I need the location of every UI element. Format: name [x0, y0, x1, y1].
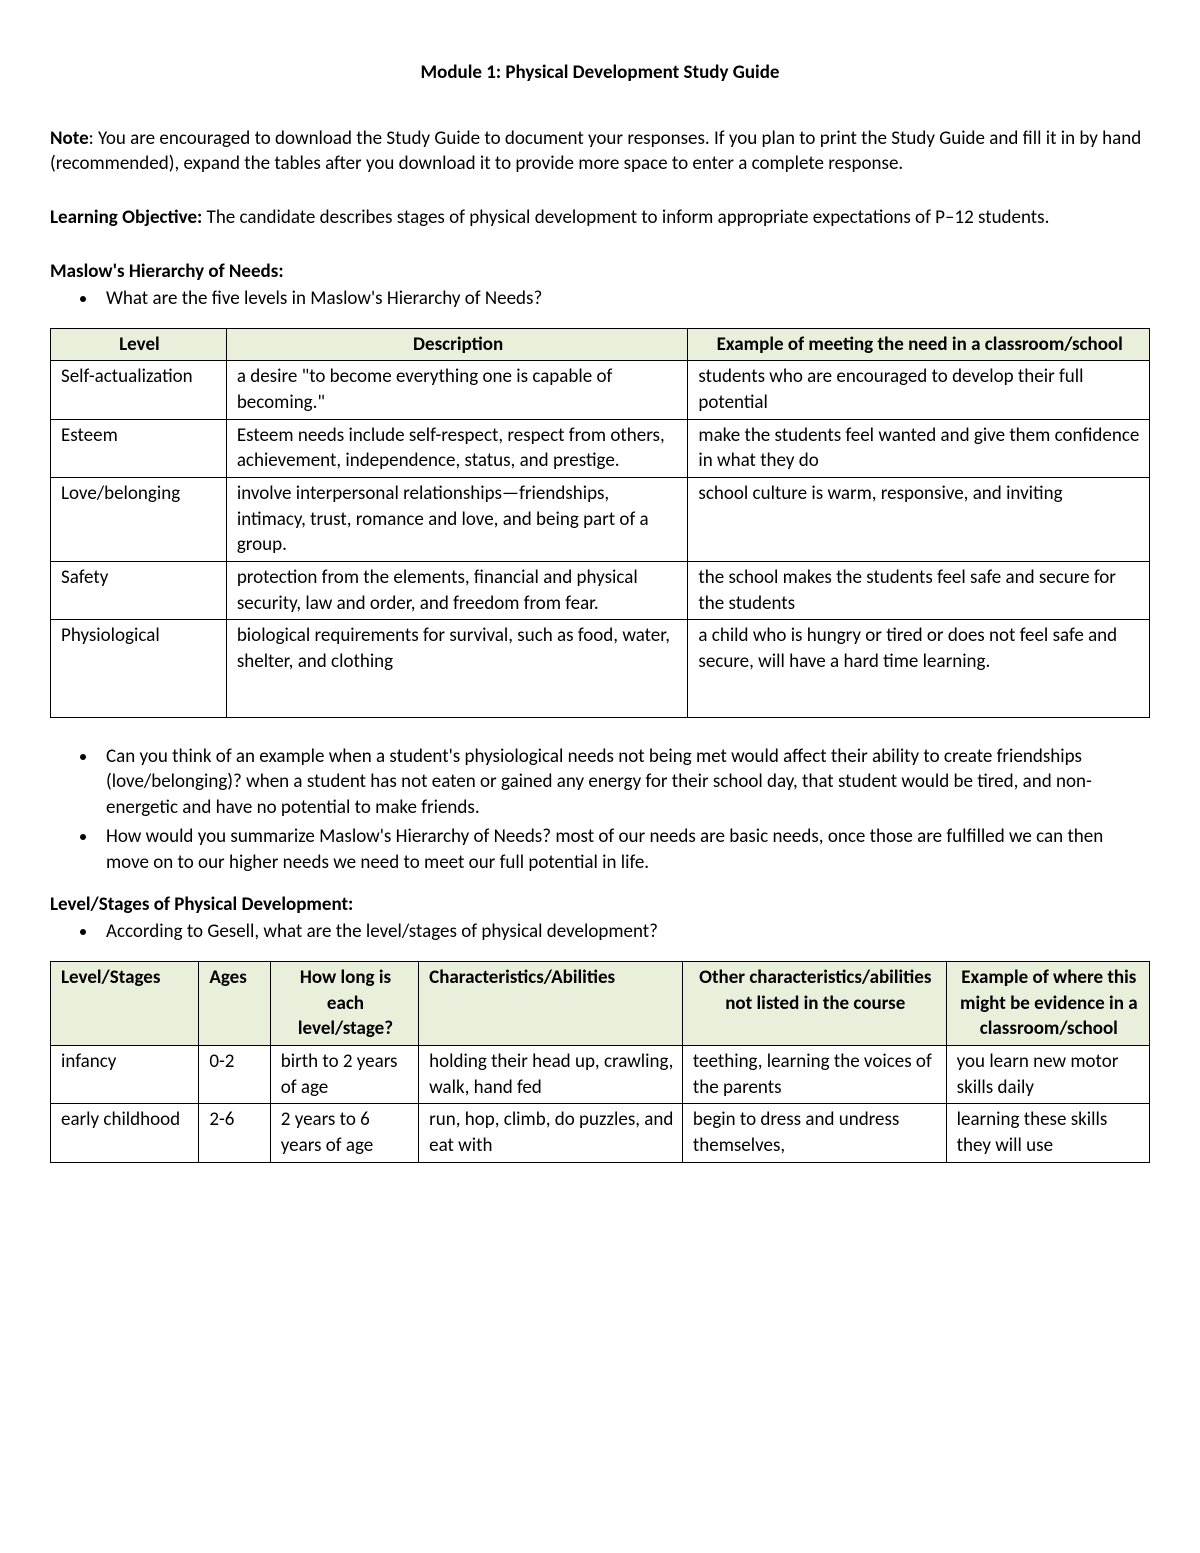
cell-example: a child who is hungry or tired or does n…: [688, 620, 1150, 717]
maslow-q1: What are the five levels in Maslow's Hie…: [98, 286, 1150, 312]
col-levelstages: Level/Stages: [51, 962, 199, 1046]
cell-example: school culture is warm, responsive, and …: [688, 478, 1150, 562]
cell-stage: early childhood: [51, 1104, 199, 1162]
col-example: Example of meeting the need in a classro…: [688, 328, 1150, 361]
table-row: Love/belonging involve interpersonal rel…: [51, 478, 1150, 562]
maslow-heading: Maslow's Hierarchy of Needs:: [50, 259, 1150, 285]
table-row: Physiological biological requirements fo…: [51, 620, 1150, 717]
col-other: Other characteristics/abilities not list…: [682, 962, 946, 1046]
cell-howlong: 2 years to 6 years of age: [270, 1104, 418, 1162]
table-row: Self-actualization a desire "to become e…: [51, 361, 1150, 419]
objective-label: Learning Objective:: [50, 206, 202, 229]
cell-desc: involve interpersonal relationships—frie…: [226, 478, 688, 562]
col-ages: Ages: [199, 962, 270, 1046]
col-level: Level: [51, 328, 227, 361]
cell-stage: infancy: [51, 1045, 199, 1103]
cell-howlong: birth to 2 years of age: [270, 1045, 418, 1103]
cell-desc: protection from the elements, financial …: [226, 561, 688, 619]
cell-other: begin to dress and undress themselves,: [682, 1104, 946, 1162]
note-text: : You are encouraged to download the Stu…: [50, 127, 1141, 176]
cell-example: learning these skills they will use: [946, 1104, 1149, 1162]
cell-example: you learn new motor skills daily: [946, 1045, 1149, 1103]
objective-text: The candidate describes stages of physic…: [202, 206, 1049, 229]
table-row: early childhood 2-6 2 years to 6 years o…: [51, 1104, 1150, 1162]
note-paragraph: Note: You are encouraged to download the…: [50, 126, 1150, 177]
maslow-q3: How would you summarize Maslow's Hierarc…: [98, 824, 1150, 875]
cell-example: students who are encouraged to develop t…: [688, 361, 1150, 419]
table-header-row: Level/Stages Ages How long is each level…: [51, 962, 1150, 1046]
col-characteristics: Characteristics/Abilities: [419, 962, 683, 1046]
col-example: Example of where this might be evidence …: [946, 962, 1149, 1046]
objective-paragraph: Learning Objective: The candidate descri…: [50, 205, 1150, 231]
cell-example: make the students feel wanted and give t…: [688, 419, 1150, 477]
page-title: Module 1: Physical Development Study Gui…: [50, 60, 1150, 86]
cell-ages: 0-2: [199, 1045, 270, 1103]
cell-desc: biological requirements for survival, su…: [226, 620, 688, 717]
stages-heading: Level/Stages of Physical Development:: [50, 892, 1150, 918]
col-howlong: How long is each level/stage?: [270, 962, 418, 1046]
table-header-row: Level Description Example of meeting the…: [51, 328, 1150, 361]
maslow-question-list-2: Can you think of an example when a stude…: [50, 744, 1150, 876]
stages-q1: According to Gesell, what are the level/…: [98, 919, 1150, 945]
maslow-q2: Can you think of an example when a stude…: [98, 744, 1150, 821]
stages-table: Level/Stages Ages How long is each level…: [50, 961, 1150, 1162]
table-row: infancy 0-2 birth to 2 years of age hold…: [51, 1045, 1150, 1103]
maslow-table: Level Description Example of meeting the…: [50, 328, 1150, 718]
cell-example: the school makes the students feel safe …: [688, 561, 1150, 619]
maslow-question-list-1: What are the five levels in Maslow's Hie…: [50, 286, 1150, 312]
cell-level: Self-actualization: [51, 361, 227, 419]
cell-level: Physiological: [51, 620, 227, 717]
cell-desc: Esteem needs include self-respect, respe…: [226, 419, 688, 477]
cell-other: teething, learning the voices of the par…: [682, 1045, 946, 1103]
cell-level: Love/belonging: [51, 478, 227, 562]
cell-level: Safety: [51, 561, 227, 619]
cell-desc: a desire "to become everything one is ca…: [226, 361, 688, 419]
note-label: Note: [50, 127, 89, 150]
cell-level: Esteem: [51, 419, 227, 477]
cell-char: holding their head up, crawling, walk, h…: [419, 1045, 683, 1103]
col-description: Description: [226, 328, 688, 361]
table-row: Safety protection from the elements, fin…: [51, 561, 1150, 619]
cell-char: run, hop, climb, do puzzles, and eat wit…: [419, 1104, 683, 1162]
stages-question-list: According to Gesell, what are the level/…: [50, 919, 1150, 945]
table-row: Esteem Esteem needs include self-respect…: [51, 419, 1150, 477]
cell-ages: 2-6: [199, 1104, 270, 1162]
